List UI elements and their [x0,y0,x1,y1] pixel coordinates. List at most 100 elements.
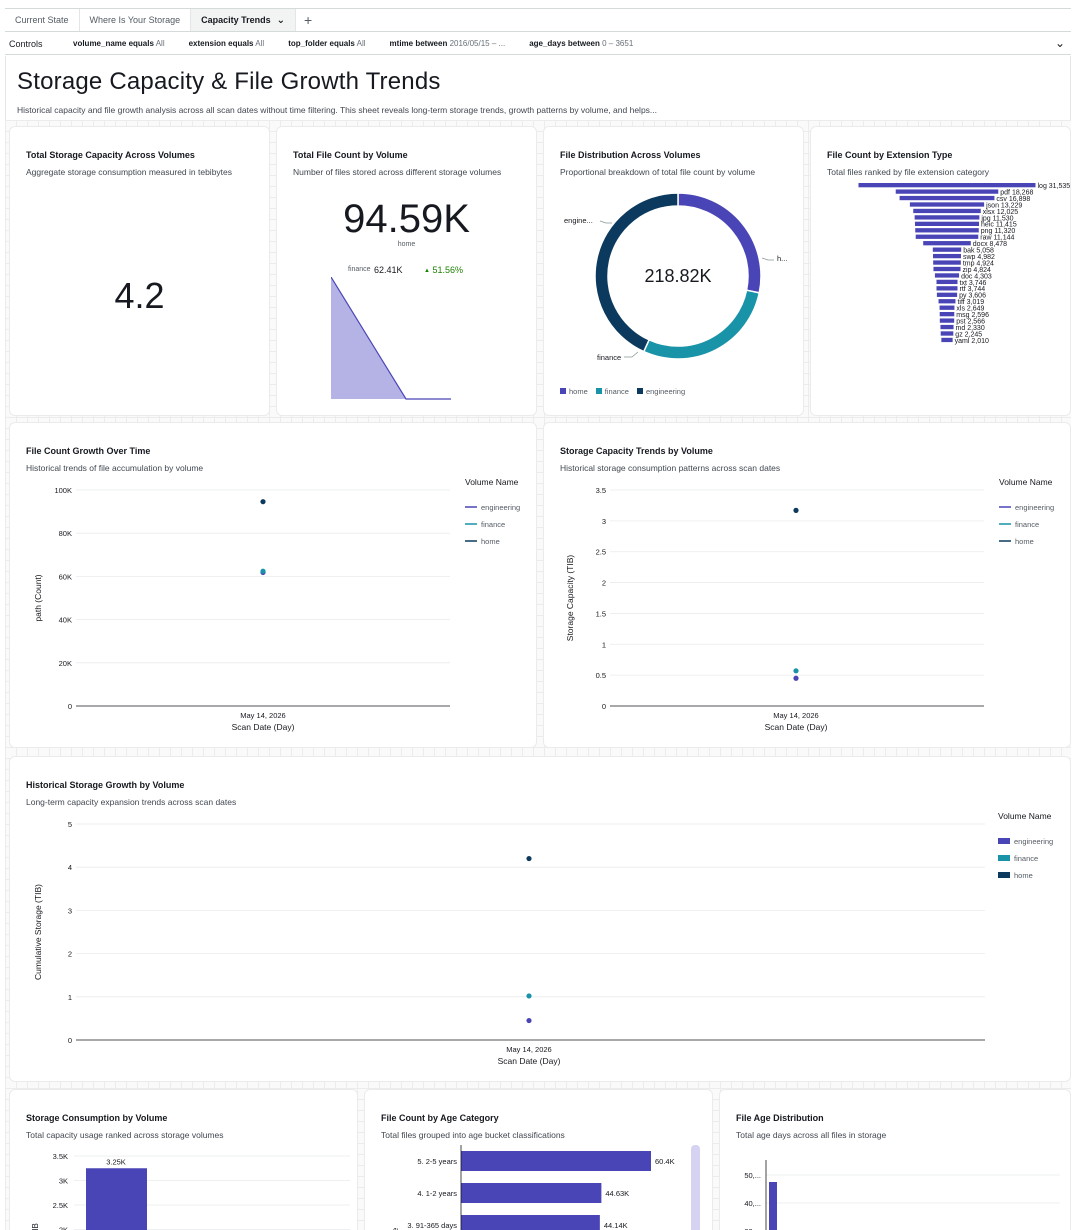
funnel-label: md 2,330 [956,325,985,332]
funnel-bar-png [915,228,979,233]
tab-where-is-your-storage[interactable]: Where Is Your Storage [80,9,192,31]
tab-label: Capacity Trends [201,15,271,25]
funnel-label: tmp 4,924 [963,260,994,267]
funnel-bar-csv [899,195,995,201]
funnel-bar-pst [939,318,955,323]
donut-center-value: 218.82K [644,266,711,286]
funnel-bar-raw [915,234,979,239]
y-tick-label: 2.5 [596,548,606,557]
filter-volume-name[interactable]: volume_name equals All [73,39,165,48]
y-tick-label: 40K [59,616,72,625]
bar-2 [461,1215,600,1230]
y-tick-label: 5 [68,820,72,829]
legend-label: home [1015,537,1034,546]
visual-historical-growth[interactable]: Historical Storage Growth by Volume Long… [9,756,1071,1082]
kpi-compare-label: finance [348,266,371,273]
x-axis-title: Scan Date (Day) [498,1056,561,1066]
x-tick-label: May 14, 2026 [506,1045,551,1054]
y-tick-label: 2.5K [53,1201,68,1210]
funnel-bar-rtf [936,286,958,291]
funnel-label: pst 2,566 [956,318,985,325]
funnel-bar-py [936,292,958,297]
tab-current-state[interactable]: Current State [5,9,80,31]
filter-value: 2016/05/15 – ... [449,39,506,48]
visual-subtitle: Aggregate storage consumption measured i… [26,167,233,177]
funnel-bar-heic [914,221,980,226]
funnel-bar-tiff [938,299,956,304]
visual-subtitle: Historical trends of file accumulation b… [26,463,204,473]
funnel-label: yaml 2,010 [955,338,989,345]
add-sheet-button[interactable]: + [296,9,320,31]
visual-subtitle: Total files ranked by file extension cat… [827,167,990,177]
age-category-bar-chart: 60.4K 5. 2-5 years 44.63K 4. 1-2 years 44.14… [391,1145,700,1230]
data-point-finance [793,668,799,674]
funnel-bar-md [940,324,954,330]
tab-capacity-trends[interactable]: Capacity Trends ⌄ [191,9,297,31]
filter-age-days[interactable]: age_days between 0 – 3651 [529,39,633,48]
visual-storage-consumption[interactable]: Storage Consumption by Volume Total capa… [9,1089,358,1230]
y-tick-label: 40,... [744,1199,761,1208]
funnel-bar-pdf [895,189,999,194]
visual-age-category[interactable]: File Count by Age Category Total files g… [364,1089,713,1230]
legend-label: finance [1014,854,1038,863]
chevron-down-icon[interactable]: ⌄ [1054,36,1065,50]
visual-subtitle: Total capacity usage ranked across stora… [26,1130,224,1140]
bar-home [86,1168,147,1230]
x-tick-label: May 14, 2026 [240,711,285,720]
funnel-label: tiff 3,019 [957,299,984,306]
sheet-tab-bar: Current State Where Is Your Storage Capa… [5,8,1071,32]
legend-label: engineering [645,387,686,396]
legend-item[interactable]: finance [595,387,629,396]
funnel-bar-docx [923,241,971,246]
arrow-up-icon: ▲ [424,268,430,274]
bar-data-label: 44.14K [604,1221,628,1230]
donut-legend: home finance engineering [560,387,685,396]
legend-item[interactable]: home [560,387,588,396]
visual-file-distribution[interactable]: File Distribution Across Volumes Proport… [543,126,804,416]
y-tick-label: 100K [54,486,72,495]
donut-slice-home [594,192,679,353]
filter-mtime[interactable]: mtime between 2016/05/15 – ... [390,39,506,48]
data-point-home [260,499,266,505]
visual-total-file-count[interactable]: Total File Count by Volume Number of fil… [276,126,537,416]
funnel-label: json 13,229 [985,202,1022,209]
kpi-change-value: 51.56% [432,265,463,275]
legend-label: engineering [1014,837,1053,846]
visual-file-age-distribution[interactable]: File Age Distribution Total age days acr… [719,1089,1071,1230]
y-tick-label: 1 [602,640,606,649]
filter-extension[interactable]: extension equals All [189,39,265,48]
y-axis-title: Storage Capacity (TIB) [565,555,575,642]
dashboard-canvas: Total Storage Capacity Across Volumes Ag… [5,120,1071,1230]
plus-icon: + [304,12,313,28]
legend-label: engineering [1015,503,1054,512]
funnel-label: docx 8,478 [973,241,1007,248]
funnel-bar-doc [934,273,960,278]
funnel-label: log 31,535 [1038,183,1071,190]
visual-subtitle: Total age days across all files in stora… [736,1130,887,1140]
y-tick-label: 5. 2-5 years [417,1157,457,1166]
funnel-bar-txt [936,279,958,285]
funnel-label: xlsx 12,025 [983,209,1019,216]
filter-top-folder[interactable]: top_folder equals All [288,39,365,48]
y-axis-title: GIB [31,1223,40,1230]
data-point-home [793,507,799,513]
legend-item[interactable]: engineering [636,387,686,396]
visual-capacity-trends[interactable]: Storage Capacity Trends by Volume Histor… [543,422,1071,748]
chevron-down-icon[interactable]: ⌄ [276,14,286,26]
kpi-compare-value: 62.41K [374,265,403,275]
funnel-label: csv 16,898 [996,196,1030,203]
visual-total-capacity[interactable]: Total Storage Capacity Across Volumes Ag… [9,126,270,416]
legend-title: Volume Name [998,811,1052,821]
donut-leader [624,351,639,358]
visual-title: File Distribution Across Volumes [560,150,701,160]
visual-file-count-by-extension[interactable]: File Count by Extension Type Total files… [810,126,1071,416]
kpi-value: 94.59K [343,197,470,241]
funnel-bar-zip [933,266,961,272]
bar-data-label: 3.25K [106,1157,126,1166]
visual-file-count-growth[interactable]: File Count Growth Over Time Historical t… [9,422,537,748]
data-point-finance [526,993,532,999]
visual-subtitle: Total files grouped into age bucket clas… [381,1130,565,1140]
visual-title: File Count Growth Over Time [26,446,151,456]
y-tick-label: 2 [68,950,72,959]
